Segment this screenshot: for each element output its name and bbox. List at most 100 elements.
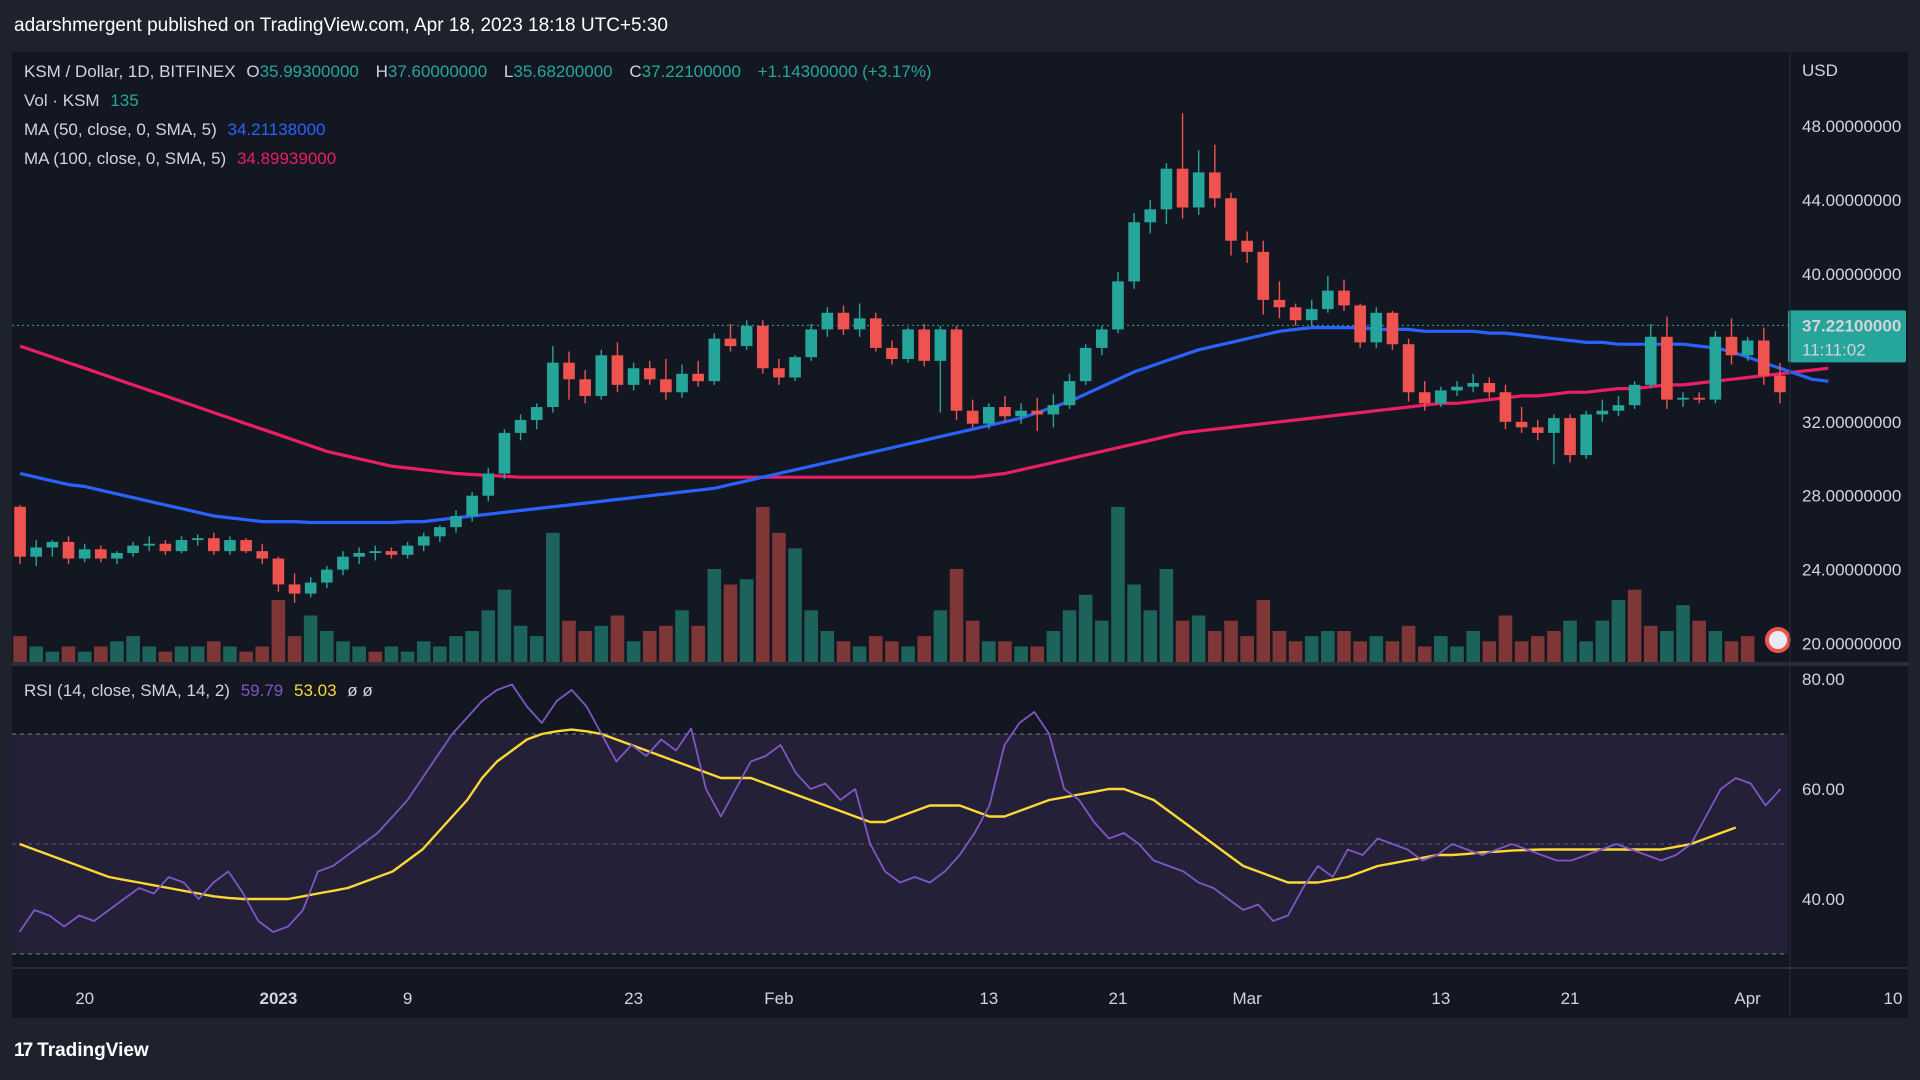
- candle-body: [595, 355, 608, 396]
- tradingview-logo[interactable]: 17 TradingView: [14, 1040, 149, 1062]
- volume-bar: [1643, 625, 1658, 662]
- candle-body: [1515, 421, 1528, 428]
- low-label: L: [503, 62, 514, 81]
- candle-body: [1063, 381, 1076, 406]
- candle-down: [1757, 327, 1770, 385]
- candle-up: [1305, 299, 1318, 326]
- rsi-axis-label: 80.00: [1802, 670, 1845, 689]
- volume-bar: [1111, 507, 1125, 662]
- volume-bar: [1514, 641, 1529, 662]
- candle-body: [627, 368, 640, 385]
- candle-down: [1418, 381, 1431, 411]
- candle-body: [143, 543, 156, 546]
- volume-bar: [1095, 620, 1109, 662]
- candle-down: [94, 545, 107, 563]
- volume-bar: [223, 646, 237, 662]
- rsi-ma-value: 53.03: [293, 681, 337, 700]
- candle-body: [78, 549, 91, 559]
- candle-down: [1499, 384, 1512, 430]
- ma100-label[interactable]: MA (100, close, 0, SMA, 5): [24, 149, 227, 168]
- candle-up: [1370, 307, 1383, 348]
- candle-body: [434, 527, 446, 537]
- volume-bar: [1175, 620, 1190, 662]
- candle-body: [191, 538, 204, 541]
- candle-body: [1548, 418, 1560, 433]
- candle-up: [434, 525, 446, 542]
- candle-body: [1741, 340, 1754, 356]
- tradingview-logo-icon: 17: [14, 1040, 33, 1061]
- close-value: 37.22100000: [641, 62, 741, 81]
- candle-up: [1709, 331, 1722, 404]
- symbol-label[interactable]: KSM / Dollar, 1D, BITFINEX: [24, 62, 236, 81]
- candle-down: [1693, 392, 1706, 404]
- volume-bar: [352, 646, 366, 662]
- volume-bar: [1692, 620, 1706, 662]
- candle-body: [579, 379, 591, 396]
- time-axis-label: 21: [1109, 989, 1128, 1008]
- candle-body: [982, 407, 995, 424]
- candle-body: [1160, 168, 1173, 210]
- volume-bar: [110, 641, 124, 662]
- candle-body: [466, 495, 478, 517]
- candle-up: [224, 536, 236, 555]
- volume-bar: [1143, 610, 1158, 662]
- ma100-legend: MA (100, close, 0, SMA, 5) 34.89939000: [24, 149, 342, 169]
- candle-body: [1693, 397, 1706, 400]
- volume-bar: [965, 620, 980, 662]
- volume-bar: [271, 600, 286, 662]
- candle-body: [1192, 172, 1205, 208]
- ma50-label[interactable]: MA (50, close, 0, SMA, 5): [24, 120, 217, 139]
- volume-bar: [578, 631, 592, 662]
- volume-bar: [1369, 636, 1384, 662]
- candle-body: [30, 547, 43, 557]
- candle-body: [111, 552, 123, 559]
- candle-body: [1628, 384, 1641, 406]
- volume-label[interactable]: Vol · KSM: [24, 91, 100, 110]
- close-label: C: [629, 62, 642, 81]
- volume-bar: [1595, 620, 1610, 662]
- candle-up: [1322, 275, 1334, 313]
- candle-down: [1661, 316, 1673, 409]
- candle-body: [1467, 383, 1479, 387]
- volume-bar: [1304, 636, 1319, 662]
- candle-body: [934, 329, 947, 361]
- time-axis-label: 21: [1561, 989, 1580, 1008]
- candle-up: [1612, 395, 1625, 417]
- candle-down: [288, 573, 301, 603]
- candle-up: [482, 468, 495, 502]
- candle-body: [94, 549, 107, 559]
- volume-bar: [852, 646, 867, 662]
- candle-body: [1079, 347, 1092, 382]
- candle-up: [1128, 213, 1140, 289]
- candle-body: [321, 569, 333, 583]
- rsi-label[interactable]: RSI (14, close, SMA, 14, 2): [24, 681, 230, 700]
- candle-down: [1725, 318, 1738, 365]
- volume-bar: [869, 636, 883, 662]
- candle-down: [1354, 303, 1366, 348]
- candle-up: [321, 565, 333, 589]
- candle-up: [401, 541, 414, 559]
- time-axis-label: 13: [979, 989, 998, 1008]
- volume-bar: [384, 646, 399, 662]
- candle-down: [1273, 281, 1286, 319]
- candle-up: [902, 327, 914, 363]
- candle-body: [1225, 198, 1237, 241]
- open-value: 35.99300000: [259, 62, 359, 81]
- candle-down: [756, 320, 769, 374]
- volume-bar: [1272, 631, 1287, 662]
- candle-up: [369, 545, 382, 561]
- candle-body: [692, 373, 704, 382]
- candle-down: [1338, 279, 1350, 311]
- candle-down: [1402, 338, 1415, 402]
- volume-bar: [174, 646, 189, 662]
- candle-up: [30, 540, 43, 566]
- volume-bar: [1611, 600, 1626, 662]
- volume-bar: [949, 569, 964, 662]
- candle-body: [256, 551, 269, 559]
- candle-down: [272, 556, 285, 592]
- candle-up: [450, 510, 462, 533]
- candle-body: [1596, 410, 1609, 415]
- candle-body: [1402, 344, 1415, 393]
- open-label: O: [246, 62, 260, 81]
